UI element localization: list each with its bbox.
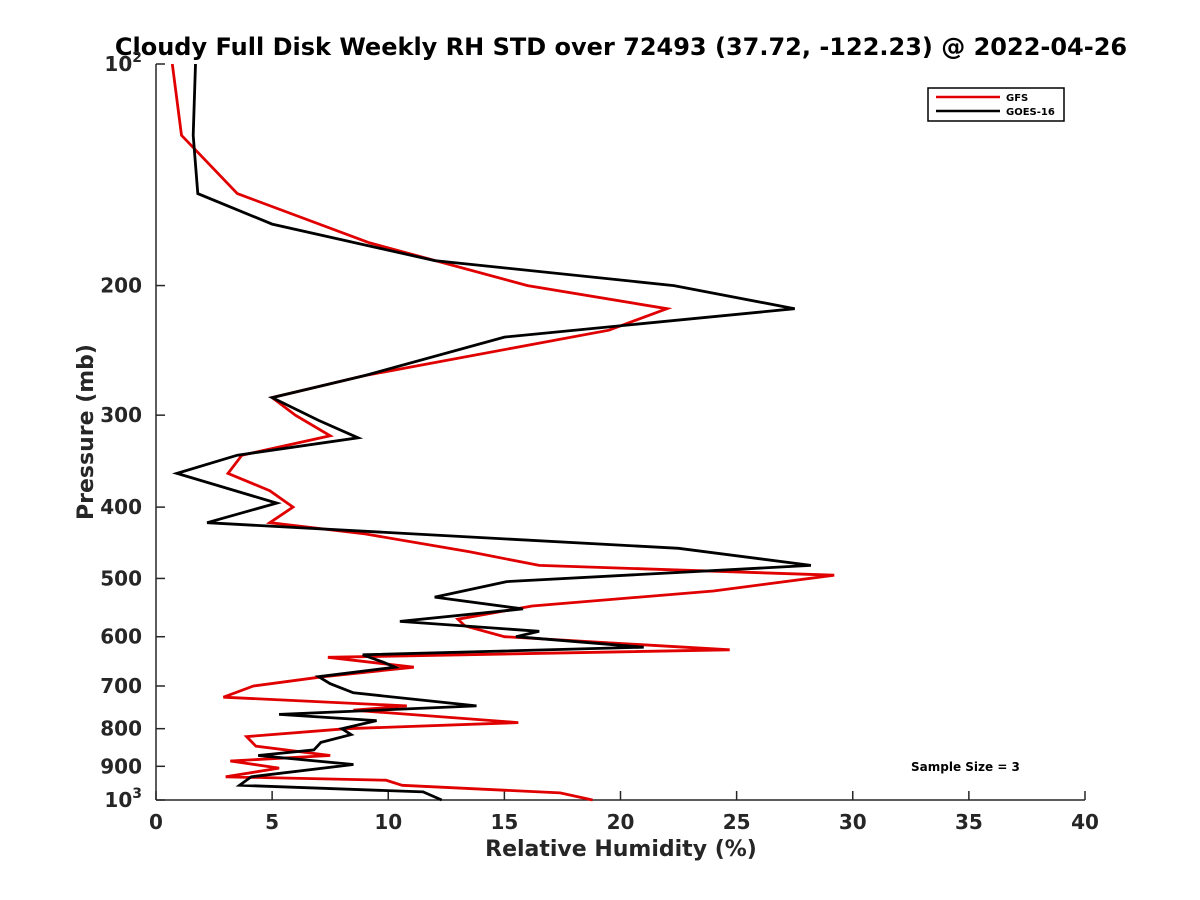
x-axis-label: Relative Humidity (%) bbox=[485, 837, 757, 862]
x-tick-label: 30 bbox=[839, 810, 867, 834]
series-line-gfs bbox=[170, 63, 835, 802]
y-tick-label: 400 bbox=[100, 495, 142, 519]
x-tick-label: 0 bbox=[149, 810, 163, 834]
x-tick-label: 40 bbox=[1071, 810, 1099, 834]
x-tick-label: 20 bbox=[607, 810, 635, 834]
y-tick-label: 102 bbox=[104, 50, 142, 76]
plot-area: 0 5 10 15 20 25 30 35 40 102 200 300 400 500 600 700 800… bbox=[100, 50, 1099, 834]
y-tick-label: 300 bbox=[100, 403, 142, 427]
x-tick-label: 15 bbox=[490, 810, 518, 834]
x-tick-label: 35 bbox=[955, 810, 983, 834]
y-tick-label: 500 bbox=[100, 566, 142, 590]
y-tick-label: 600 bbox=[100, 625, 142, 649]
y-axis-label: Pressure (mb) bbox=[74, 344, 99, 520]
series-line-goes-16 bbox=[172, 63, 812, 802]
y-tick-label: 103 bbox=[104, 786, 142, 812]
x-tick-label: 5 bbox=[265, 810, 279, 834]
chart-title: Cloudy Full Disk Weekly RH STD over 7249… bbox=[115, 33, 1127, 61]
y-tick-label: 800 bbox=[100, 717, 142, 741]
x-tick-label: 10 bbox=[374, 810, 402, 834]
legend-label-gfs: GFS bbox=[1006, 93, 1028, 104]
y-tick-label: 200 bbox=[100, 274, 142, 298]
legend-box bbox=[927, 87, 1065, 122]
y-tick-label: 900 bbox=[100, 754, 142, 778]
sample-size-annotation: Sample Size = 3 bbox=[911, 760, 1020, 774]
legend: GFS GOES-16 bbox=[927, 87, 1065, 122]
legend-label-goes16: GOES-16 bbox=[1006, 107, 1055, 118]
x-tick-label: 25 bbox=[723, 810, 751, 834]
y-tick-label: 700 bbox=[100, 674, 142, 698]
